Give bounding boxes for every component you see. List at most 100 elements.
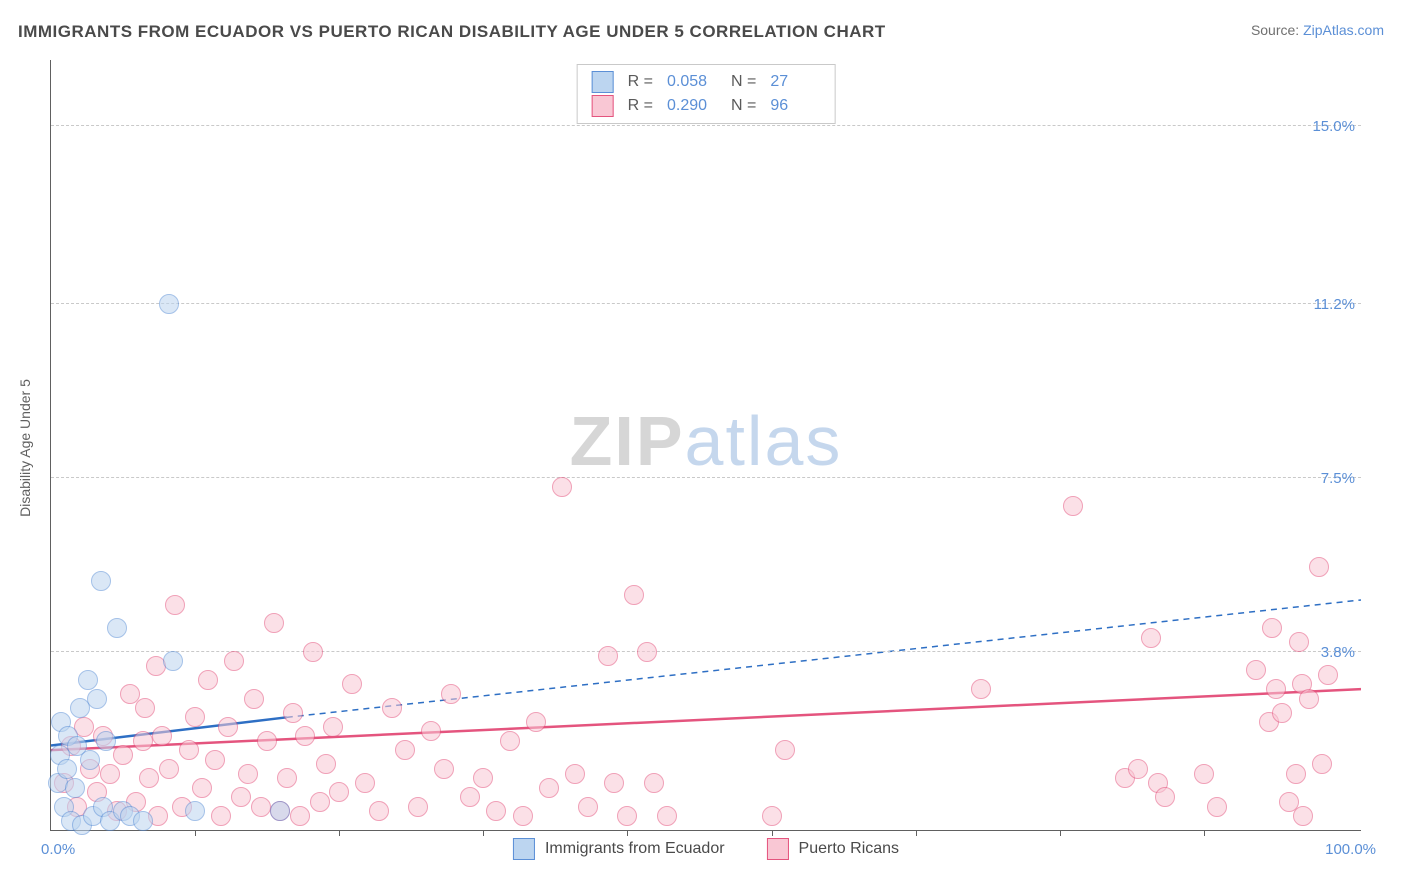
data-point-puerto_rican [565,764,585,784]
legend-stats-row-puerto_rican: R = 0.290 N = 96 [592,94,821,118]
data-point-ecuador [80,750,100,770]
data-point-puerto_rican [1141,628,1161,648]
legend-label-puerto_rican: Puerto Ricans [799,840,900,858]
data-point-puerto_rican [323,717,343,737]
x-axis-max-label: 100.0% [1325,841,1376,858]
data-point-ecuador [96,731,116,751]
data-point-puerto_rican [775,740,795,760]
data-point-puerto_rican [152,726,172,746]
watermark-bold: ZIP [570,402,685,480]
data-point-puerto_rican [637,642,657,662]
data-point-puerto_rican [369,801,389,821]
stat-n-value-puerto_rican: 96 [770,94,820,118]
gridline [51,303,1361,304]
data-point-puerto_rican [238,764,258,784]
data-point-puerto_rican [303,642,323,662]
chart-title: IMMIGRANTS FROM ECUADOR VS PUERTO RICAN … [18,22,886,42]
data-point-puerto_rican [139,768,159,788]
data-point-puerto_rican [971,679,991,699]
x-tick [1204,830,1205,836]
stat-n-value-ecuador: 27 [770,70,820,94]
stat-r-value-puerto_rican: 0.290 [667,94,717,118]
data-point-puerto_rican [617,806,637,826]
data-point-puerto_rican [1299,689,1319,709]
y-axis-label: Disability Age Under 5 [17,379,33,517]
gridline [51,477,1361,478]
data-point-ecuador [65,778,85,798]
legend-swatch-ecuador [513,838,535,860]
data-point-puerto_rican [1286,764,1306,784]
data-point-puerto_rican [382,698,402,718]
y-tick-label: 15.0% [1312,118,1355,135]
data-point-puerto_rican [277,768,297,788]
data-point-puerto_rican [1207,797,1227,817]
source-credit: Source: ZipAtlas.com [1251,22,1384,38]
data-point-puerto_rican [295,726,315,746]
x-tick [627,830,628,836]
data-point-puerto_rican [486,801,506,821]
data-point-puerto_rican [598,646,618,666]
stat-r-label: R = [628,94,653,118]
stat-r-label: R = [628,70,653,94]
x-tick [483,830,484,836]
data-point-puerto_rican [355,773,375,793]
data-point-puerto_rican [310,792,330,812]
data-point-puerto_rican [526,712,546,732]
data-point-puerto_rican [251,797,271,817]
data-point-puerto_rican [644,773,664,793]
data-point-puerto_rican [257,731,277,751]
data-point-puerto_rican [578,797,598,817]
x-tick [772,830,773,836]
gridline [51,125,1361,126]
legend-swatch-ecuador [592,71,614,93]
data-point-puerto_rican [290,806,310,826]
data-point-puerto_rican [205,750,225,770]
data-point-puerto_rican [624,585,644,605]
watermark-light: atlas [685,402,843,480]
watermark: ZIPatlas [570,401,843,481]
source-prefix: Source: [1251,22,1303,38]
data-point-puerto_rican [762,806,782,826]
data-point-puerto_rican [1155,787,1175,807]
data-point-puerto_rican [1309,557,1329,577]
y-tick-label: 11.2% [1314,296,1355,313]
data-point-puerto_rican [500,731,520,751]
data-point-ecuador [57,759,77,779]
data-point-puerto_rican [179,740,199,760]
data-point-ecuador [78,670,98,690]
x-tick [916,830,917,836]
data-point-puerto_rican [434,759,454,779]
data-point-puerto_rican [198,670,218,690]
data-point-puerto_rican [513,806,533,826]
legend-swatch-puerto_rican [592,95,614,117]
x-tick [339,830,340,836]
data-point-puerto_rican [316,754,336,774]
stat-n-label: N = [731,70,756,94]
data-point-puerto_rican [539,778,559,798]
y-tick-label: 7.5% [1321,470,1355,487]
bottom-legend: Immigrants from Ecuador Puerto Ricans [513,838,899,860]
data-point-puerto_rican [1312,754,1332,774]
data-point-puerto_rican [408,797,428,817]
data-point-puerto_rican [342,674,362,694]
legend-stats-row-ecuador: R =0.058N =27 [592,70,821,94]
data-point-puerto_rican [1246,660,1266,680]
data-point-puerto_rican [1262,618,1282,638]
data-point-puerto_rican [1063,496,1083,516]
data-point-puerto_rican [1318,665,1338,685]
data-point-ecuador [270,801,290,821]
data-point-puerto_rican [1266,679,1286,699]
source-link[interactable]: ZipAtlas.com [1303,22,1384,38]
data-point-puerto_rican [395,740,415,760]
chart-container: IMMIGRANTS FROM ECUADOR VS PUERTO RICAN … [0,0,1406,892]
data-point-puerto_rican [441,684,461,704]
data-point-puerto_rican [185,707,205,727]
data-point-puerto_rican [1293,806,1313,826]
data-point-puerto_rican [100,764,120,784]
data-point-puerto_rican [192,778,212,798]
legend-label-ecuador: Immigrants from Ecuador [545,840,725,858]
stat-n-label: N = [731,94,756,118]
x-tick [195,830,196,836]
data-point-puerto_rican [1194,764,1214,784]
data-point-puerto_rican [218,717,238,737]
